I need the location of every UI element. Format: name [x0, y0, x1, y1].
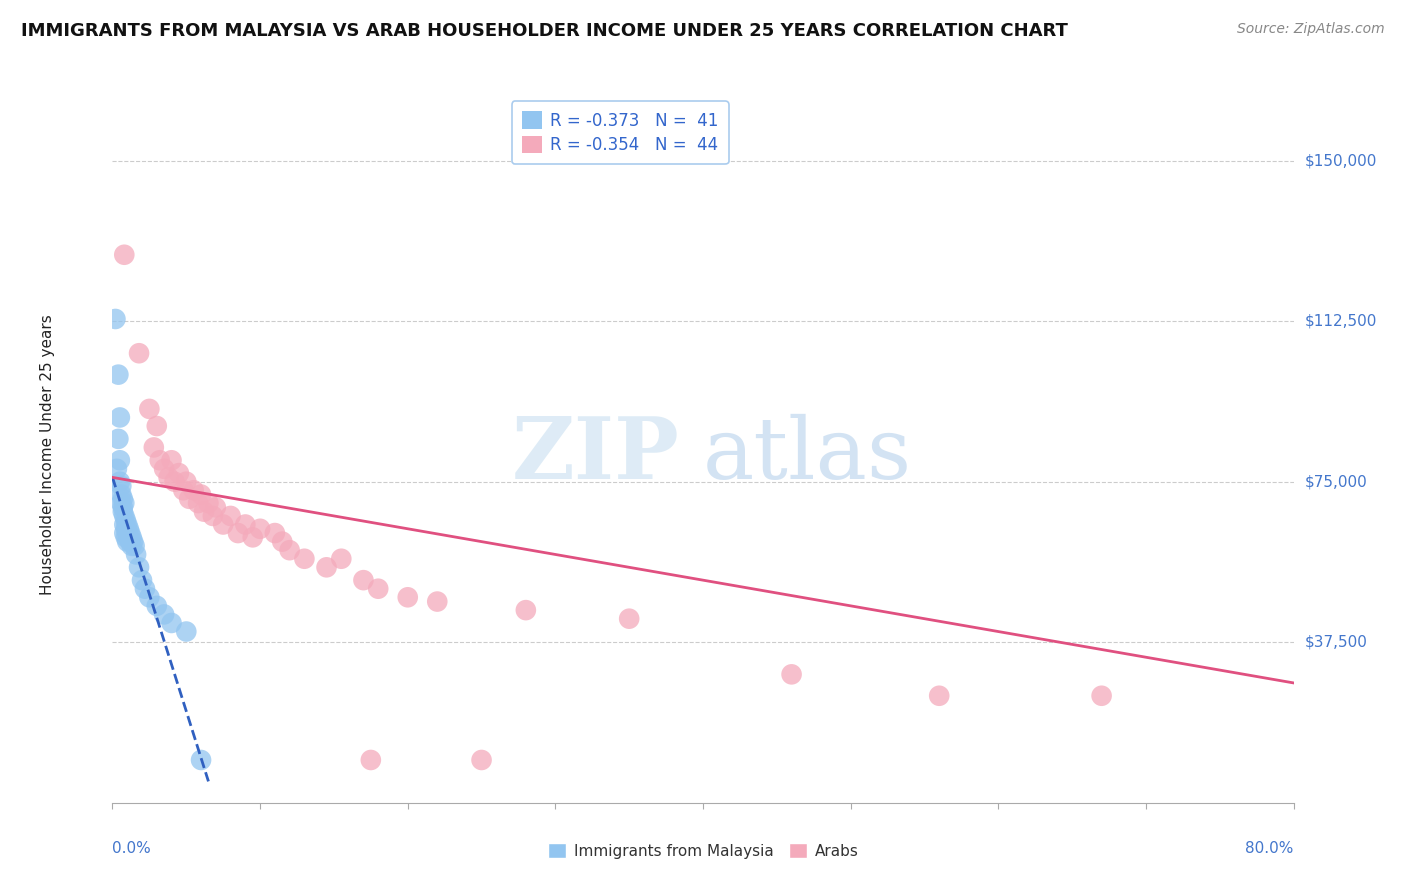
- Text: Householder Income Under 25 years: Householder Income Under 25 years: [39, 315, 55, 595]
- Point: [128, 346, 150, 360]
- Point: [219, 508, 242, 523]
- Point: [160, 453, 183, 467]
- Point: [190, 753, 212, 767]
- Point: [212, 517, 235, 532]
- Legend: Immigrants from Malaysia, Arabs: Immigrants from Malaysia, Arabs: [541, 837, 865, 864]
- Point: [110, 487, 132, 501]
- Point: [105, 462, 128, 476]
- Text: $37,500: $37,500: [1305, 635, 1368, 649]
- Point: [197, 496, 219, 510]
- Point: [426, 594, 449, 608]
- Point: [114, 522, 136, 536]
- Point: [193, 505, 215, 519]
- Text: 80.0%: 80.0%: [1246, 841, 1294, 856]
- Point: [107, 368, 129, 382]
- Text: Source: ZipAtlas.com: Source: ZipAtlas.com: [1237, 22, 1385, 37]
- Point: [396, 591, 419, 605]
- Point: [124, 539, 146, 553]
- Point: [242, 530, 264, 544]
- Point: [149, 453, 172, 467]
- Point: [112, 496, 135, 510]
- Point: [163, 475, 186, 489]
- Point: [249, 522, 271, 536]
- Text: $150,000: $150,000: [1305, 153, 1376, 168]
- Point: [121, 530, 143, 544]
- Text: $112,500: $112,500: [1305, 314, 1376, 328]
- Point: [112, 248, 135, 262]
- Point: [114, 530, 136, 544]
- Point: [187, 496, 209, 510]
- Point: [110, 496, 132, 510]
- Point: [292, 551, 315, 566]
- Point: [146, 599, 169, 613]
- Text: IMMIGRANTS FROM MALAYSIA VS ARAB HOUSEHOLDER INCOME UNDER 25 YEARS CORRELATION C: IMMIGRANTS FROM MALAYSIA VS ARAB HOUSEHO…: [21, 22, 1069, 40]
- Point: [138, 591, 160, 605]
- Point: [104, 312, 127, 326]
- Point: [112, 508, 135, 523]
- Point: [515, 603, 537, 617]
- Point: [174, 624, 197, 639]
- Point: [174, 475, 197, 489]
- Point: [142, 441, 165, 455]
- Point: [122, 534, 145, 549]
- Point: [118, 530, 141, 544]
- Text: 0.0%: 0.0%: [112, 841, 152, 856]
- Point: [160, 615, 183, 630]
- Point: [110, 479, 132, 493]
- Text: ZIP: ZIP: [512, 413, 679, 497]
- Point: [367, 582, 389, 596]
- Point: [619, 612, 641, 626]
- Point: [172, 483, 194, 498]
- Point: [233, 517, 256, 532]
- Point: [157, 470, 180, 484]
- Point: [108, 453, 131, 467]
- Point: [183, 483, 205, 498]
- Point: [780, 667, 803, 681]
- Point: [131, 573, 153, 587]
- Point: [190, 487, 212, 501]
- Point: [111, 500, 134, 515]
- Point: [226, 526, 249, 541]
- Point: [112, 526, 135, 541]
- Point: [118, 522, 141, 536]
- Point: [167, 466, 190, 480]
- Point: [1091, 689, 1114, 703]
- Point: [205, 500, 228, 515]
- Point: [121, 539, 143, 553]
- Point: [117, 517, 138, 532]
- Point: [134, 582, 156, 596]
- Point: [360, 753, 382, 767]
- Point: [928, 689, 950, 703]
- Point: [153, 607, 176, 622]
- Point: [264, 526, 287, 541]
- Point: [108, 410, 131, 425]
- Point: [179, 491, 201, 506]
- Point: [117, 534, 138, 549]
- Point: [153, 462, 176, 476]
- Point: [125, 548, 148, 562]
- Point: [114, 513, 136, 527]
- Point: [112, 517, 135, 532]
- Point: [352, 573, 374, 587]
- Point: [278, 543, 301, 558]
- Point: [120, 526, 142, 541]
- Point: [111, 491, 134, 506]
- Point: [111, 505, 134, 519]
- Text: $75,000: $75,000: [1305, 475, 1368, 489]
- Point: [330, 551, 353, 566]
- Point: [315, 560, 337, 574]
- Point: [117, 526, 138, 541]
- Point: [201, 508, 224, 523]
- Point: [470, 753, 494, 767]
- Point: [138, 401, 160, 416]
- Point: [107, 432, 129, 446]
- Point: [271, 534, 294, 549]
- Point: [128, 560, 150, 574]
- Point: [146, 419, 169, 434]
- Point: [108, 475, 131, 489]
- Point: [120, 534, 142, 549]
- Text: atlas: atlas: [703, 413, 912, 497]
